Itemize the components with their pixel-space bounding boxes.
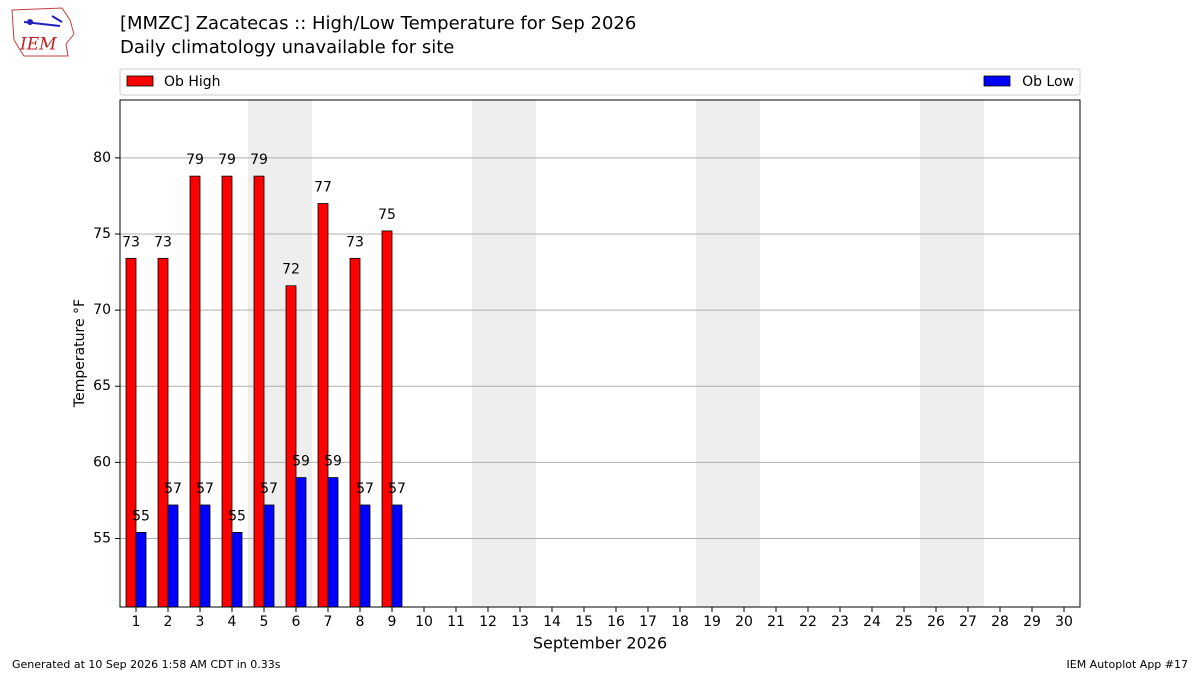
data-label: 57 — [388, 481, 406, 497]
bar — [231, 531, 243, 608]
footer-left: Generated at 10 Sep 2026 1:58 AM CDT in … — [12, 658, 281, 671]
chart-subtitle: Daily climatology unavailable for site — [120, 37, 454, 58]
x-tick-label: 6 — [292, 614, 301, 630]
x-tick-label: 9 — [388, 614, 397, 630]
x-tick-label: 27 — [959, 614, 977, 630]
x-tick-label: 25 — [895, 614, 913, 630]
data-label: 75 — [378, 207, 396, 223]
x-tick-label: 15 — [575, 614, 593, 630]
data-label: 59 — [324, 454, 342, 470]
data-label: 79 — [186, 152, 204, 168]
plot-frame — [119, 99, 1081, 608]
x-tick-label: 16 — [607, 614, 625, 630]
chart-title: [MMZC] Zacatecas :: High/Low Temperature… — [120, 13, 636, 34]
bar — [317, 203, 329, 608]
x-tick-label: 20 — [735, 614, 753, 630]
data-label: 55 — [228, 508, 246, 524]
legend-swatch — [983, 75, 1011, 87]
x-tick-label: 11 — [447, 614, 465, 630]
x-tick-label: 10 — [415, 614, 433, 630]
bar — [327, 477, 339, 608]
legend-box — [119, 68, 1081, 96]
data-label: 79 — [250, 152, 268, 168]
data-label: 73 — [122, 234, 140, 250]
bar — [221, 175, 233, 608]
x-tick-label: 30 — [1055, 614, 1073, 630]
legend-label: Ob High — [164, 74, 221, 90]
data-label: 57 — [196, 481, 214, 497]
bar — [391, 504, 403, 608]
x-tick-label: 23 — [831, 614, 849, 630]
y-tick-label: 75 — [93, 226, 111, 242]
bar — [125, 257, 137, 608]
bar — [253, 175, 265, 608]
x-axis-label: September 2026 — [533, 634, 667, 653]
x-tick-label: 7 — [324, 614, 333, 630]
data-label: 57 — [356, 481, 374, 497]
bar — [349, 257, 361, 608]
bar — [199, 504, 211, 608]
logo: IEM — [11, 7, 75, 57]
x-tick-label: 22 — [799, 614, 817, 630]
x-tick-label: 1 — [132, 614, 141, 630]
x-tick-label: 5 — [260, 614, 269, 630]
bar — [359, 504, 371, 608]
x-tick-label: 19 — [703, 614, 721, 630]
x-tick-label: 28 — [991, 614, 1009, 630]
x-tick-label: 26 — [927, 614, 945, 630]
x-tick-label: 3 — [196, 614, 205, 630]
data-label: 73 — [346, 234, 364, 250]
data-label: 77 — [314, 180, 332, 196]
bar — [157, 257, 169, 608]
x-tick-label: 14 — [543, 614, 561, 630]
y-tick-label: 80 — [93, 150, 111, 166]
weekend-shade — [696, 100, 760, 607]
bar — [189, 175, 201, 608]
x-tick-label: 12 — [479, 614, 497, 630]
bar — [167, 504, 179, 608]
y-axis-label: Temperature °F — [72, 299, 88, 408]
bar — [135, 531, 147, 608]
y-tick-label: 55 — [93, 530, 111, 546]
data-label: 72 — [282, 262, 300, 278]
x-tick-label: 18 — [671, 614, 689, 630]
y-tick-label: 60 — [93, 454, 111, 470]
data-label: 57 — [164, 481, 182, 497]
y-tick-label: 70 — [93, 302, 111, 318]
data-label: 57 — [260, 481, 278, 497]
weekend-shade — [472, 100, 536, 607]
y-tick-label: 65 — [93, 378, 111, 394]
legend-swatch — [126, 75, 154, 87]
data-label: 79 — [218, 152, 236, 168]
x-tick-label: 4 — [228, 614, 237, 630]
footer-right: IEM Autoplot App #17 — [1067, 658, 1189, 671]
data-label: 59 — [292, 454, 310, 470]
logo-text: IEM — [19, 35, 57, 55]
data-label: 73 — [154, 234, 172, 250]
x-tick-label: 29 — [1023, 614, 1041, 630]
bar — [295, 477, 307, 608]
weekend-shade — [920, 100, 984, 607]
x-tick-label: 8 — [356, 614, 365, 630]
x-tick-label: 24 — [863, 614, 881, 630]
legend-label: Ob Low — [1022, 74, 1074, 90]
bar — [381, 230, 393, 608]
x-tick-label: 21 — [767, 614, 785, 630]
x-tick-label: 13 — [511, 614, 529, 630]
bar — [263, 504, 275, 608]
x-tick-label: 2 — [164, 614, 173, 630]
bar — [285, 285, 297, 608]
data-label: 55 — [132, 508, 150, 524]
x-tick-label: 17 — [639, 614, 657, 630]
